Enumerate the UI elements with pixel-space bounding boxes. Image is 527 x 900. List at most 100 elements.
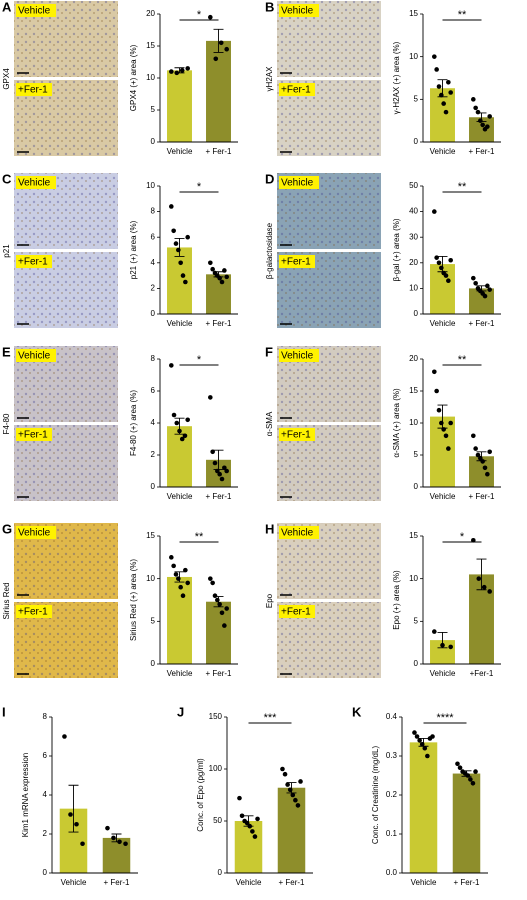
data-point [485,471,490,477]
data-point [169,555,174,560]
data-point [217,275,222,281]
panel-letter: E [2,344,11,359]
data-point [217,471,222,477]
y-tick-label: 0.3 [386,751,398,760]
data-point [62,734,67,739]
y-axis-label: Conc. of Epo (pg/ml) [196,758,205,832]
data-point [425,753,430,759]
data-point [282,771,288,777]
data-point [446,446,451,451]
data-point [487,114,492,119]
tag-bg [16,83,52,96]
tag-bg [279,83,315,96]
data-point [470,781,476,786]
image-tag: +Fer-1 [18,430,48,441]
y-tick-label: 4 [43,790,48,799]
y-tick-label: 100 [209,764,223,773]
panel-letter: H [265,521,274,536]
y-tick-label: 15 [409,386,418,395]
data-point [441,427,446,432]
significance: * [197,9,202,21]
data-point [482,465,488,471]
data-point [222,465,227,471]
y-tick-label: 0 [414,309,419,318]
tag-bg [279,526,319,539]
y-axis-label: Sirius Red (+) area (%) [129,559,138,641]
data-point [244,820,250,826]
data-point [436,260,442,266]
data-point [173,572,179,577]
data-point [475,109,481,115]
image-tag: +Fer-1 [18,85,48,96]
data-point [487,449,492,455]
y-tick-label: 6 [151,232,156,241]
data-point [178,260,183,266]
y-tick-label: 2 [151,284,156,293]
x-tick-label: + Fer-1 [205,492,232,501]
bar [452,773,481,873]
data-point [448,257,453,263]
tag-bg [16,4,56,17]
data-point [422,745,428,751]
y-axis-label: Conc. of Creatinine (mg/dL) [371,746,380,845]
panel-letter: K [352,704,362,719]
x-tick-label: Vehicle [61,878,87,887]
y-tick-label: 5 [414,616,419,625]
x-tick-label: Vehicle [167,147,193,156]
data-point [485,283,490,289]
y-tick-label: 10 [409,418,418,427]
y-axis-label: GPX4 (+) area (%) [129,44,138,111]
panel-letter: B [265,0,274,14]
data-point [473,769,478,774]
y-tick-label: 20 [146,9,155,18]
tag-bg [16,605,52,618]
data-point [487,287,492,292]
tag-bg [16,349,56,362]
data-point [174,420,180,426]
image-tag: Vehicle [281,6,314,17]
y-tick-label: 30 [409,232,418,241]
data-point [210,449,215,455]
image-label: β-galactosidase [265,222,274,279]
data-point [105,825,110,831]
y-tick-label: 15 [146,531,155,540]
panel-letter: C [2,171,12,186]
data-point [443,273,449,278]
panel-letter: J [177,704,184,719]
data-point [480,122,485,128]
image-tag: +Fer-1 [18,607,48,618]
y-tick-label: 15 [146,41,155,50]
data-point [169,363,174,368]
y-tick-label: 8 [43,712,48,721]
y-tick-label: 0.4 [386,712,398,721]
image-tag: +Fer-1 [281,430,311,441]
data-point [471,275,476,281]
y-tick-label: 8 [151,207,156,216]
data-point [432,209,437,214]
image-tag: Vehicle [18,6,51,17]
data-point [417,738,422,743]
x-tick-label: + Fer-1 [103,878,130,887]
x-tick-label: Vehicle [167,669,193,678]
data-point [169,69,174,74]
data-point [185,580,190,586]
data-point [68,812,73,817]
data-point [446,79,451,85]
data-point [218,40,224,46]
data-point [212,460,218,466]
data-point [434,255,439,260]
data-point [465,773,471,778]
significance: ** [195,531,204,543]
bar [409,742,438,873]
data-point [448,420,453,426]
data-point [480,459,485,464]
error-bar [476,558,487,591]
data-point [255,816,260,822]
data-point [180,593,186,599]
data-point [432,629,437,634]
error-bar [213,28,224,53]
data-point [173,241,179,246]
y-tick-label: 6 [151,386,156,395]
image-label: F4-80 [2,413,11,434]
